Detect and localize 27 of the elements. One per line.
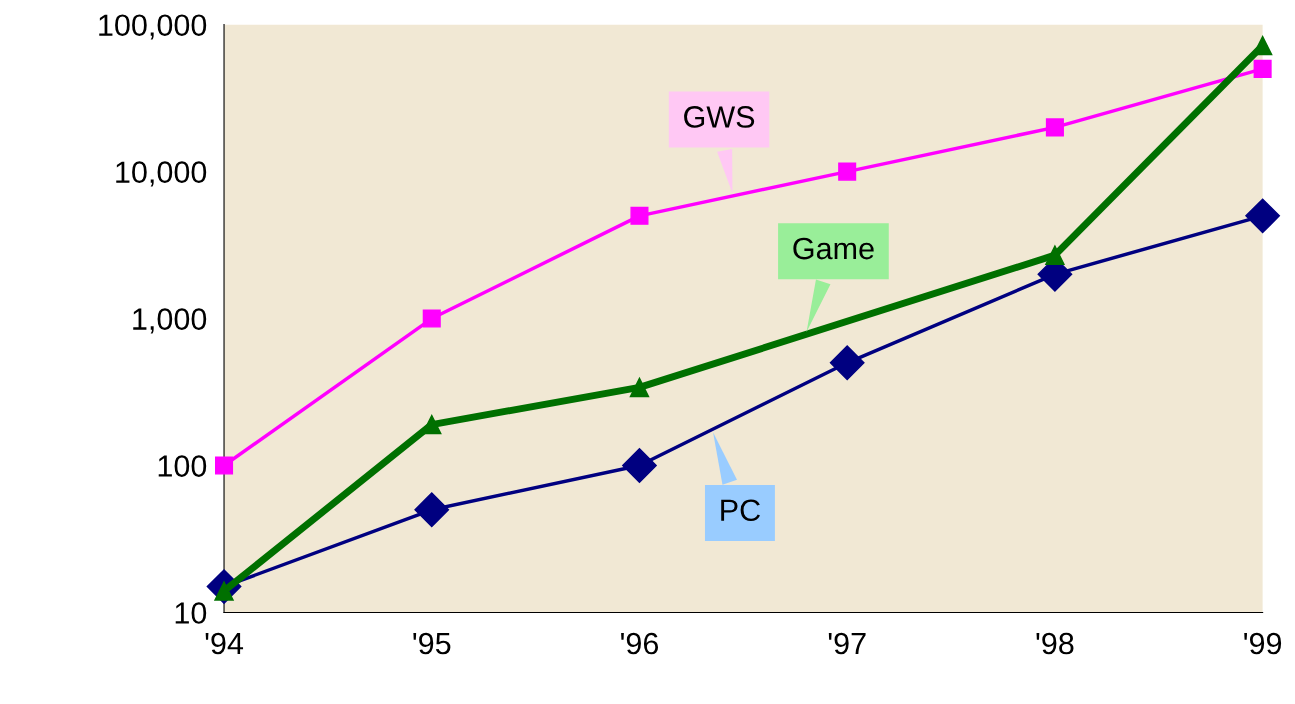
y-tick-label: 100 [158, 455, 207, 477]
text: GWS [684, 106, 755, 128]
point [1245, 198, 1281, 234]
x-tick-label: '97 [828, 632, 866, 655]
y-tick-label: 10 [175, 602, 207, 624]
point [1253, 59, 1272, 78]
series-label: Game [793, 237, 874, 260]
y-tick-label: 10,000 [116, 161, 207, 187]
point [414, 492, 450, 528]
x-tick-label: '99 [1244, 632, 1282, 655]
point [622, 448, 657, 483]
text: PC [721, 499, 761, 522]
x-tick-label: '98 [1036, 632, 1074, 655]
point [629, 377, 650, 398]
point [422, 309, 441, 328]
point [630, 206, 649, 225]
point [215, 456, 234, 475]
point [1045, 245, 1065, 265]
x-tick-label: '94 [205, 632, 244, 655]
point [838, 162, 857, 181]
point [1045, 118, 1064, 137]
x-tick-label: '96 [621, 632, 659, 655]
x-tick-label: '95 [413, 632, 451, 655]
y-tick-label: 1,000 [133, 308, 207, 334]
point [829, 345, 865, 381]
y-tick-label: 100,000 [99, 14, 207, 40]
point [422, 414, 442, 435]
